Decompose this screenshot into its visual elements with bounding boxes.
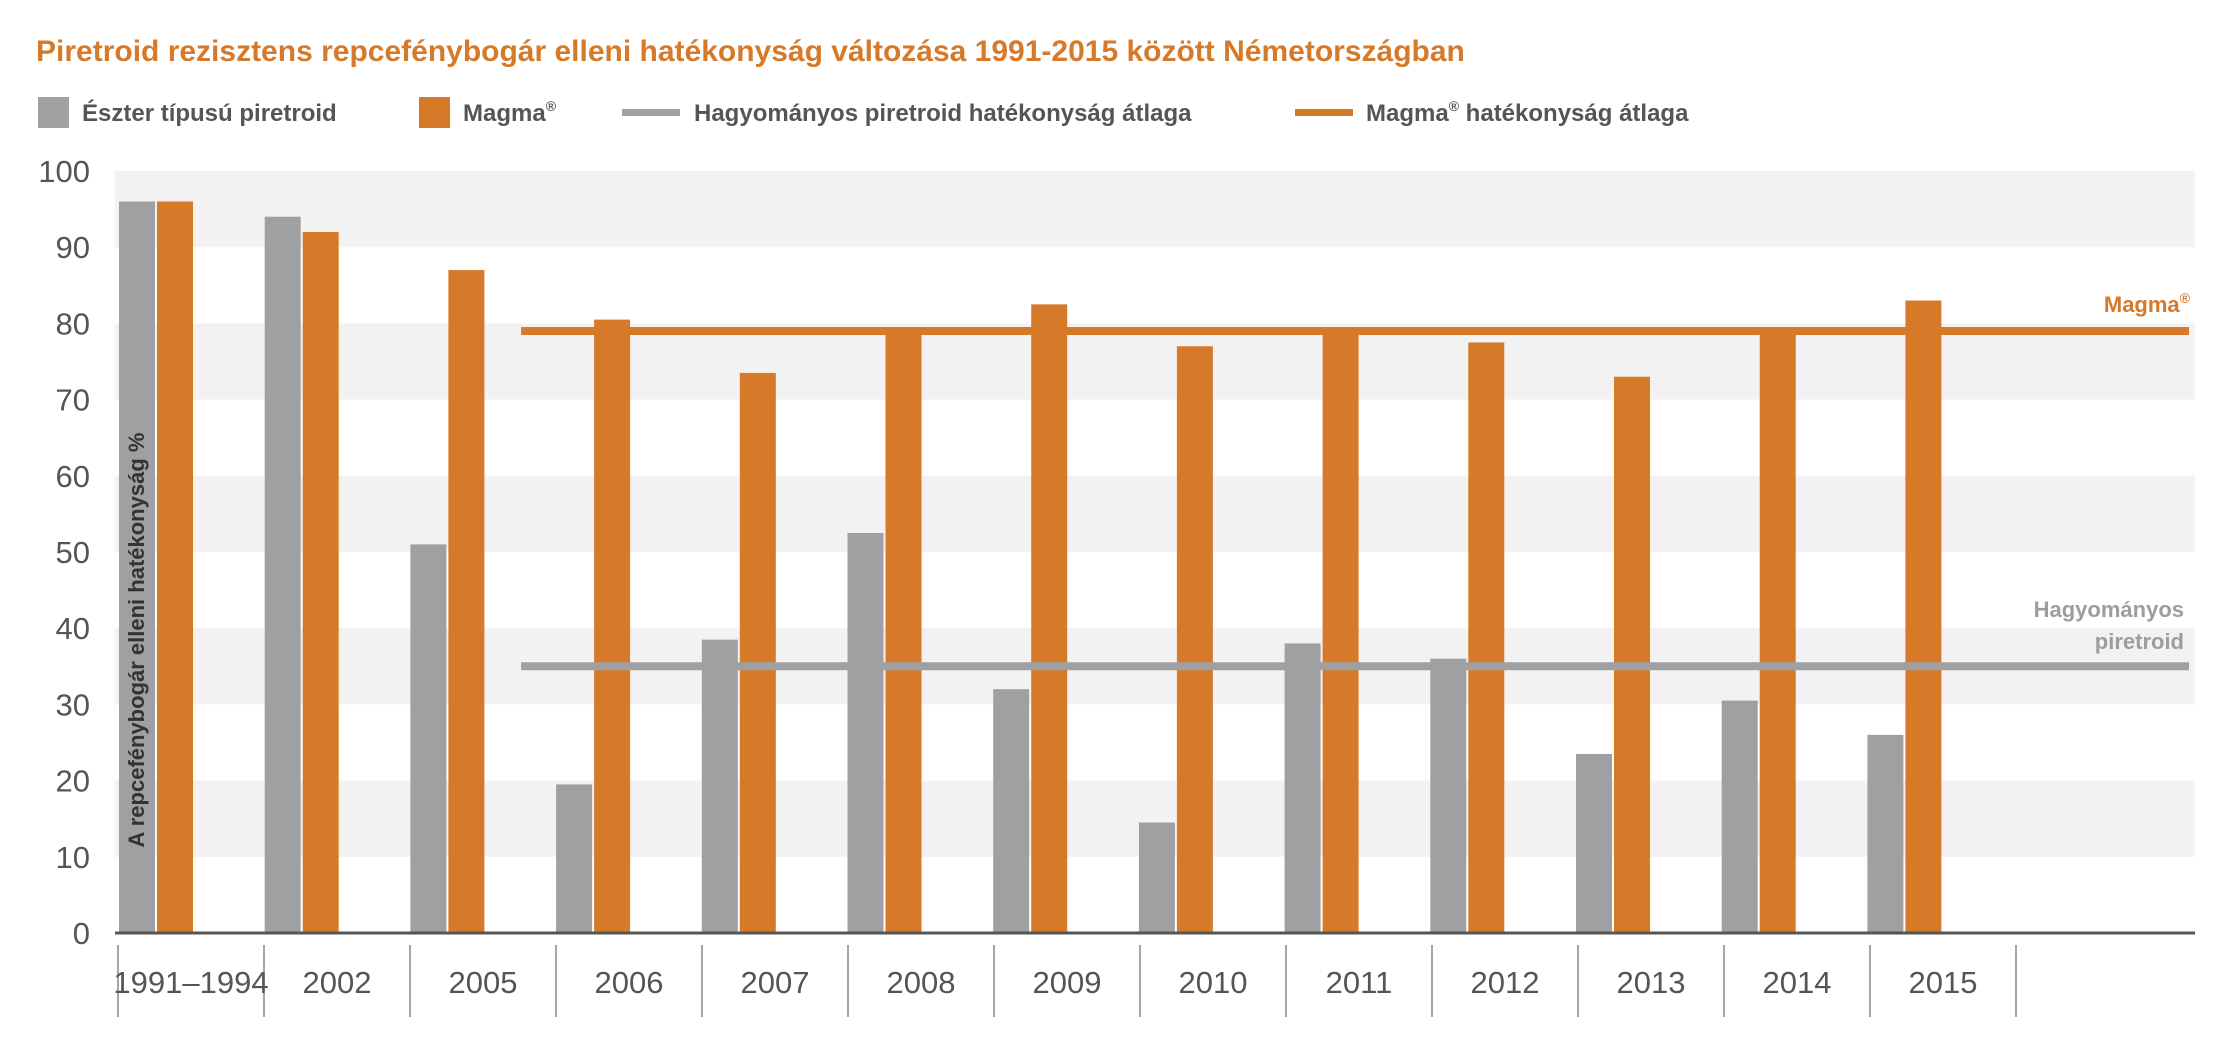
legend-label-orange-average-text: Magma [1366,100,1449,127]
x-tick-label: 2014 [1763,965,1832,1000]
bar-magma [1468,342,1505,933]
x-tick-label: 2007 [741,965,810,1000]
bar-magma [1322,331,1359,933]
bar-magma [739,372,776,933]
legend-label-magma-text: Magma [463,100,546,127]
legend-label-magma: Magma® [463,98,557,127]
y-tick-label: 70 [56,383,90,418]
bar-magma [1031,304,1068,934]
chart-title: Piretroid rezisztens repcefénybogár elle… [36,35,1465,68]
x-tick-label: 2010 [1179,965,1248,1000]
legend-label-orange-average-sup: ® [1449,98,1460,114]
reference-lines: Hagyományos piretroid Magma® [521,290,2191,671]
bar-ester [993,689,1030,933]
bar-magma [302,231,339,933]
bar-ester [1284,643,1321,933]
legend: Észter típusú piretroid Magma® Hagyomány… [38,97,1689,128]
reference-label-orange-text: Magma [2104,292,2181,317]
x-tick-label: 2011 [1326,965,1393,1000]
y-tick-label: 100 [38,154,90,189]
bar-magma [1759,331,1796,933]
bar-ester [847,532,884,933]
legend-label-ester: Észter típusú piretroid [82,99,337,127]
reference-label-orange: Magma® [2104,290,2191,317]
y-tick-label: 90 [56,230,90,265]
y-tick-label: 10 [56,840,90,875]
y-tick-label: 30 [56,687,90,722]
legend-label-magma-sup: ® [546,98,557,114]
bar-magma [157,201,193,934]
legend-swatch-gray-average [622,109,680,116]
grid-band [115,475,2195,552]
bar-ester [556,784,593,933]
bar-ester [1138,822,1175,933]
reference-label-orange-sup: ® [2180,290,2191,306]
y-tick-label: 60 [56,459,90,494]
bar-ester [119,201,155,934]
bar-magma [1905,300,1942,933]
bar-magma [448,270,485,933]
reference-label-gray: Hagyományos [2034,597,2184,622]
bar-ester [1867,734,1904,933]
reference-label-gray: piretroid [2095,629,2184,654]
y-tick-label: 40 [56,611,90,646]
y-axis-label: A repcefénybogár elleni hatékonyság % [124,433,149,848]
legend-label-gray-average: Hagyományos piretroid hatékonyság átlaga [694,100,1192,127]
legend-swatch-orange-average [1295,109,1353,116]
legend-label-orange-average-suffix: hatékonyság átlaga [1459,100,1689,127]
x-tick-label: 2008 [887,965,956,1000]
bar-magma [1614,376,1650,933]
x-axis: 1991–1994 2002 2005 2006 2007 2008 2009 2010 201… [113,931,2195,1017]
x-tick-label: 1991–1994 [113,965,268,1000]
bar-ester [264,216,301,934]
bar-ester [1721,700,1758,933]
bar-ester [1576,753,1612,933]
legend-swatch-magma [419,97,450,128]
x-tick-label: 2002 [303,965,372,1000]
x-tick-label: 2009 [1033,965,1102,1000]
x-tick-label: 2006 [595,965,664,1000]
y-tick-label: 20 [56,764,90,799]
legend-label-orange-average: Magma® hatékonyság átlaga [1366,98,1689,127]
x-tick-label: 2013 [1617,965,1686,1000]
y-tick-label: 50 [56,535,90,570]
grid-band [115,171,2195,248]
bar-magma [885,331,922,933]
bar-ester [410,544,447,933]
y-axis-ticks: 0 10 20 30 40 50 60 70 80 90 100 [38,154,90,951]
x-tick-label: 2015 [1909,965,1978,1000]
bar-ester [1430,658,1467,933]
x-tick-label: 2012 [1471,965,1540,1000]
bar-magma [594,319,631,934]
bars [119,201,1942,934]
legend-swatch-ester [38,97,69,128]
bar-magma [1176,346,1213,933]
y-tick-label: 80 [56,306,90,341]
x-tick-label: 2005 [449,965,518,1000]
y-tick-label: 0 [73,916,90,951]
bar-ester [701,639,738,933]
